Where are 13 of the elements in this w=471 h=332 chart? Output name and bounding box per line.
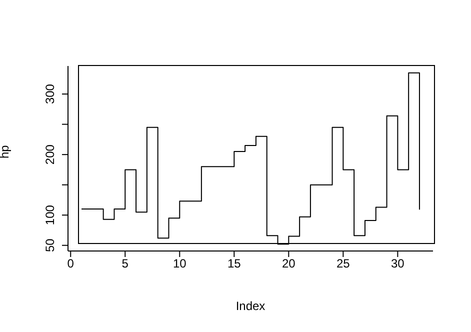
x-tick-label: 15: [227, 256, 242, 271]
x-tick-label: 20: [282, 256, 296, 271]
y-axis-title: hp: [0, 144, 12, 158]
x-axis-title: Index: [236, 299, 266, 313]
y-tick-label: 200: [43, 144, 57, 165]
y-tick-label: 300: [43, 84, 57, 104]
x-tick-label: 25: [336, 256, 350, 271]
x-tick-label: 0: [67, 256, 74, 271]
x-tick-label: 5: [122, 256, 129, 271]
y-tick-label: 100: [43, 204, 57, 226]
x-tick-label: 10: [172, 256, 187, 271]
x-tick-label: 30: [391, 256, 405, 271]
y-tick-label: 50: [43, 238, 57, 252]
